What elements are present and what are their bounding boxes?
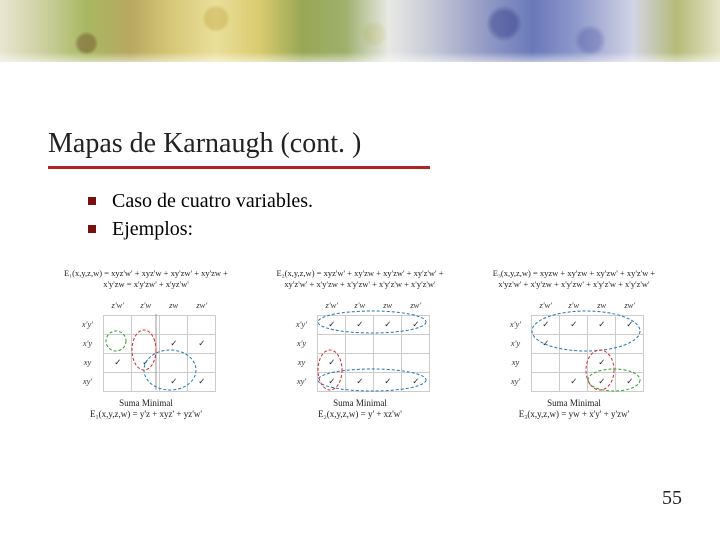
example-2: E₂(x,y,z,w) = xyz'w' + xy'zw + xy'zw' + … <box>258 268 462 420</box>
bullet-2-text: Ejemplos: <box>112 218 193 241</box>
example-3: E₃(x,y,z,w) = xyzw + xy'zw + xy'zw' + xy… <box>472 268 676 420</box>
examples-row: E₁(x,y,z,w) = xyz'w' + xyz'w + xy'zw' + … <box>44 268 676 420</box>
square-bullet-icon <box>88 197 96 205</box>
bullet-1: Caso de cuatro variables. <box>88 190 313 213</box>
slide: Mapas de Karnaugh (cont. ) Caso de cuatr… <box>0 0 720 540</box>
kmap-table: z'w'z'wzwzw'x'y'✓✓✓✓x'y✓xy✓xy'✓✓✓ <box>504 296 645 392</box>
example-1: E₁(x,y,z,w) = xyz'w' + xyz'w + xy'zw' + … <box>44 268 248 420</box>
kmap-table: z'w'z'wzwzw'x'y'x'y✓✓xy✓✓xy'✓✓ <box>76 296 217 392</box>
example-equation: E₂(x,y,z,w) = xyz'w' + xy'zw + xy'zw' + … <box>258 268 462 290</box>
bullet-1-text: Caso de cuatro variables. <box>112 190 313 213</box>
banner-fade <box>0 52 720 78</box>
page-number: 55 <box>662 487 682 510</box>
example-caption: Suma MinimalE₁(x,y,z,w) = y'z + xyz' + y… <box>44 398 248 421</box>
example-equation: E₁(x,y,z,w) = xyz'w' + xyz'w + xy'zw' + … <box>44 268 248 290</box>
page-title: Mapas de Karnaugh (cont. ) <box>48 128 361 160</box>
example-caption: Suma MinimalE₃(x,y,z,w) = yw + x'y' + y'… <box>472 398 676 421</box>
example-caption: Suma MinimalE₂(x,y,z,w) = y' + xz'w' <box>258 398 462 421</box>
kmap-wrap: z'w'z'wzwzw'x'y'✓✓✓✓x'yxy✓xy'✓✓✓✓ <box>258 296 462 392</box>
kmap-wrap: z'w'z'wzwzw'x'y'✓✓✓✓x'y✓xy✓xy'✓✓✓ <box>472 296 676 392</box>
square-bullet-icon <box>88 225 96 233</box>
kmap-table: z'w'z'wzwzw'x'y'✓✓✓✓x'yxy✓xy'✓✓✓✓ <box>290 296 431 392</box>
title-underline <box>48 166 430 169</box>
bullet-2: Ejemplos: <box>88 218 193 241</box>
example-equation: E₃(x,y,z,w) = xyzw + xy'zw + xy'zw' + xy… <box>472 268 676 290</box>
kmap-wrap: z'w'z'wzwzw'x'y'x'y✓✓xy✓✓xy'✓✓ <box>44 296 248 392</box>
